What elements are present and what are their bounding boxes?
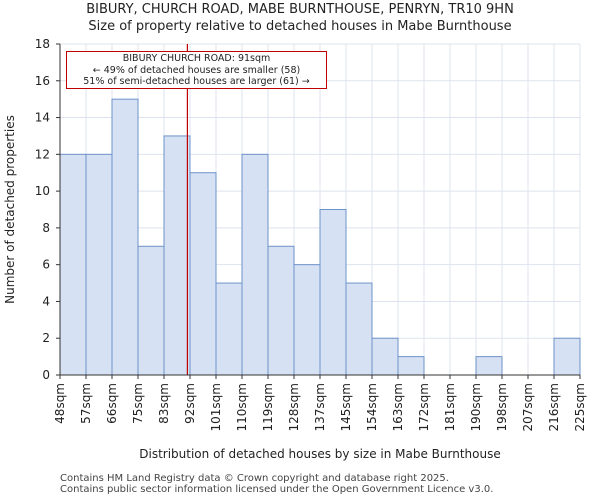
x-tick-label: 66sqm	[105, 383, 119, 424]
y-tick-label: 12	[35, 147, 50, 161]
y-tick-label: 16	[35, 74, 50, 88]
y-tick-label: 4	[42, 294, 50, 308]
chart-title-line1: BIBURY, CHURCH ROAD, MABE BURNTHOUSE, PE…	[86, 2, 514, 17]
histogram-bar	[397, 356, 425, 376]
annotation-line2: ← 49% of detached houses are smaller (58…	[92, 64, 301, 76]
x-tick-label: 128sqm	[287, 383, 301, 431]
histogram-bar	[163, 135, 191, 376]
y-tick-label: 2	[42, 331, 50, 345]
x-tick-label: 92sqm	[183, 383, 197, 424]
x-tick-label: 145sqm	[339, 383, 353, 431]
histogram-bar	[85, 153, 113, 376]
y-tick-label: 6	[42, 258, 50, 272]
x-tick-label: 48sqm	[53, 383, 67, 424]
footer-copyright: Contains HM Land Registry data © Crown c…	[60, 473, 449, 484]
y-tick-label: 8	[42, 221, 50, 235]
y-axis-label: Number of detached properties	[3, 115, 17, 304]
histogram-bar	[371, 337, 399, 376]
histogram-bar	[553, 337, 581, 376]
x-tick-label: 225sqm	[573, 383, 587, 431]
x-tick-label: 198sqm	[495, 383, 509, 431]
histogram-bar	[267, 245, 295, 376]
x-tick-label: 101sqm	[209, 383, 223, 431]
histogram-bar	[215, 282, 243, 376]
x-tick-label: 137sqm	[313, 383, 327, 431]
x-tick-label: 83sqm	[157, 383, 171, 424]
x-tick-label: 75sqm	[131, 383, 145, 424]
histogram-bar	[59, 153, 87, 376]
y-tick-label: 18	[35, 37, 50, 51]
x-axis-label: Distribution of detached houses by size …	[139, 447, 500, 461]
x-tick-label: 216sqm	[547, 383, 561, 431]
x-tick-label: 163sqm	[391, 383, 405, 431]
x-tick-label: 154sqm	[365, 383, 379, 431]
histogram-bar	[475, 356, 503, 376]
x-tick-label: 57sqm	[79, 383, 93, 424]
x-tick-label: 119sqm	[261, 383, 275, 431]
x-tick-label: 172sqm	[417, 383, 431, 431]
footer-licence: Contains public sector information licen…	[60, 484, 494, 495]
histogram-bar	[111, 98, 139, 376]
x-tick-label: 181sqm	[443, 383, 457, 431]
y-tick-label: 10	[35, 184, 50, 198]
chart-title-line2: Size of property relative to detached ho…	[88, 19, 512, 34]
x-tick-label: 190sqm	[469, 383, 483, 431]
y-tick-label: 0	[42, 368, 50, 382]
histogram-bar	[137, 245, 165, 376]
histogram-bar	[345, 282, 373, 376]
x-tick-label: 110sqm	[235, 383, 249, 431]
histogram-bar	[189, 172, 217, 376]
annotation-line3: 51% of semi-detached houses are larger (…	[83, 76, 310, 87]
histogram-bar	[319, 209, 347, 376]
annotation-line1: BIBURY CHURCH ROAD: 91sqm	[122, 53, 271, 64]
x-tick-label: 207sqm	[521, 383, 535, 431]
property-annotation-box: BIBURY CHURCH ROAD: 91sqm ← 49% of detac…	[66, 51, 327, 89]
histogram-bar	[241, 153, 269, 376]
histogram-bar	[293, 264, 321, 376]
y-tick-label: 14	[35, 111, 50, 125]
